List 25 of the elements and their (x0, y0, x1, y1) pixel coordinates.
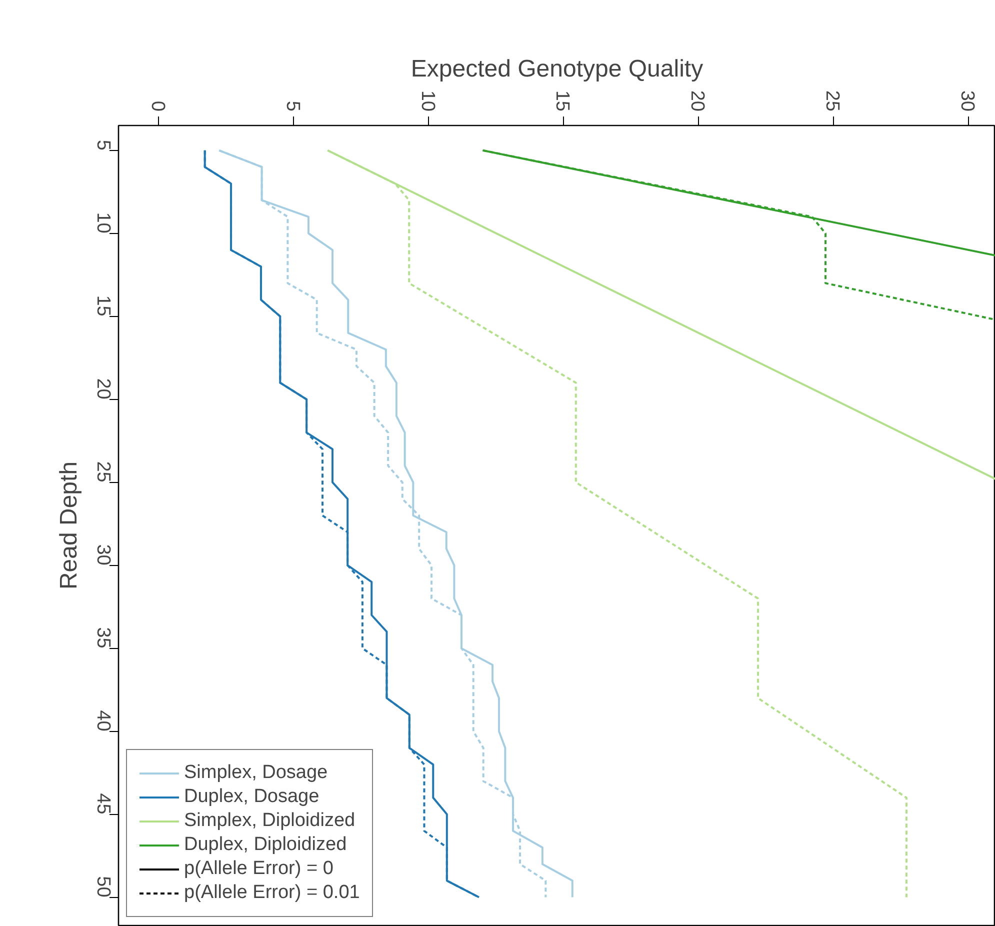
x-tick-label: 0 (146, 100, 168, 112)
y-tick-label: 10 (92, 212, 114, 234)
y-tick-label: 25 (92, 461, 114, 482)
y-tick-label: 50 (92, 876, 114, 898)
y-tick-label: 40 (92, 710, 114, 732)
x-tick-label: 20 (686, 90, 708, 112)
legend-label: Duplex, Dosage (184, 786, 320, 808)
x-tick-label: 10 (416, 90, 438, 112)
annotation: p(Allele Error) = 0.01 (184, 882, 360, 904)
y-tick-label: 5 (92, 140, 114, 150)
x-axis-title: Expected Genotype Quality (410, 55, 704, 82)
legend-label: Duplex, Diploidized (184, 834, 347, 856)
y-tick-label: 45 (92, 793, 114, 814)
y-tick-label: 15 (92, 295, 114, 316)
y-tick-label: 35 (92, 627, 114, 648)
x-tick-label: 5 (282, 100, 303, 112)
x-tick-label: 25 (822, 90, 843, 112)
annotation: p(Allele Error) = 0 (184, 858, 334, 880)
y-tick-label: 30 (92, 544, 114, 566)
x-tick-label: 30 (956, 90, 978, 112)
y-axis-title: Read Depth (56, 461, 82, 590)
x-tick-label: 15 (552, 90, 573, 112)
y-tick-label: 20 (92, 378, 114, 400)
legend-label: Simplex, Diploidized (184, 810, 356, 832)
legend-label: Simplex, Dosage (184, 762, 328, 784)
